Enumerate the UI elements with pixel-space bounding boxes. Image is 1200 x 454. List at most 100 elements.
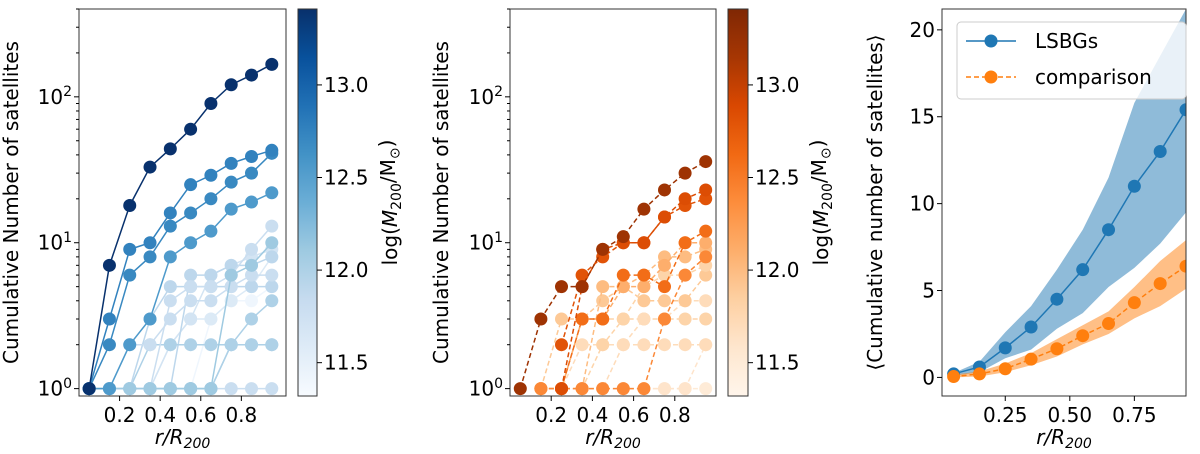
legend-label: comparison [1035, 65, 1152, 89]
data-point [637, 382, 651, 396]
data-point [555, 338, 568, 352]
data-point [245, 268, 258, 282]
data-point [102, 382, 116, 396]
data-point [265, 57, 279, 71]
series-line [953, 109, 1186, 375]
colorbar-label: log(M200/M⊙) [805, 140, 836, 266]
data-point [102, 258, 116, 272]
data-point [699, 155, 713, 169]
data-point [1102, 317, 1116, 331]
colorbar-tick-label: 12.5 [324, 166, 369, 190]
data-point [163, 250, 177, 264]
data-point [163, 142, 177, 156]
data-point [184, 280, 198, 294]
data-point [224, 78, 238, 92]
data-point [1153, 144, 1167, 158]
panel-comparison-satellites: 0.2 0.4 0.6 0.8 100 101 102 r/R200 Cumulative Nu… [429, 8, 836, 452]
data-point [637, 202, 651, 216]
band-comparison [953, 240, 1186, 378]
data-point [245, 382, 258, 396]
data-point [699, 268, 713, 282]
data-point [637, 312, 651, 326]
data-point [658, 312, 671, 326]
data-point [245, 68, 258, 82]
data-point [658, 382, 671, 396]
series-mass-11.8 [82, 219, 279, 396]
data-point [143, 382, 157, 396]
data-point [637, 294, 651, 308]
legend: LSBGs comparison [956, 21, 1187, 100]
data-point [678, 268, 692, 282]
plot-area [513, 155, 713, 396]
data-point [658, 338, 671, 352]
data-point [513, 382, 527, 396]
data-point [123, 242, 137, 256]
data-point [184, 382, 198, 396]
data-point [204, 294, 218, 308]
data-point [265, 280, 279, 294]
colorbar-tick-label: 12.0 [755, 258, 800, 282]
data-point [699, 312, 713, 326]
data-point [102, 312, 116, 326]
data-point [637, 338, 651, 352]
x-tick-label: 0.4 [576, 403, 608, 427]
series-line [88, 149, 273, 389]
x-axis-label: r/R200 [585, 425, 641, 452]
data-point [245, 258, 258, 272]
data-point [204, 382, 218, 396]
data-point [998, 362, 1012, 376]
y-tick-label: 5 [922, 279, 935, 303]
series-line [88, 63, 273, 389]
series-line [953, 265, 1186, 378]
x-tick-label: 0.50 [1048, 403, 1093, 427]
y-tick-label: 20 [910, 18, 935, 42]
data-point [204, 280, 218, 294]
y-tick-label: 102 [469, 84, 503, 109]
data-point [143, 236, 157, 250]
data-point [224, 175, 238, 189]
data-point [1127, 179, 1141, 193]
colorbar [297, 8, 318, 397]
data-point [245, 338, 258, 352]
series-line [89, 192, 273, 390]
data-point [184, 312, 198, 326]
data-point [658, 183, 671, 197]
panel-mean-cumulative: 0.25 0.50 0.75 0 5 10 15 20 r/R200 ⟨Cumulative nu… [863, 8, 1187, 452]
data-point [1127, 296, 1141, 310]
legend-marker [984, 70, 998, 84]
legend-entry-comparison: comparison [966, 65, 1152, 89]
data-point [102, 338, 116, 352]
data-point [1102, 223, 1116, 237]
data-point [265, 338, 279, 352]
colorbar-tick-label: 11.5 [755, 351, 800, 375]
data-point [637, 236, 651, 250]
legend-entry-LSBGs: LSBGs [966, 29, 1098, 53]
data-point [616, 382, 630, 396]
data-point [224, 268, 238, 282]
x-tick-label: 0.2 [104, 403, 136, 427]
data-point [143, 312, 157, 326]
data-point [678, 382, 692, 396]
data-point [947, 370, 961, 384]
data-point [616, 280, 630, 294]
data-point [678, 294, 692, 308]
data-point [143, 338, 157, 352]
series-line [540, 318, 706, 390]
series-mass-12.4 [534, 250, 713, 396]
x-tick-label: 0.8 [659, 403, 691, 427]
legend-label: LSBGs [1035, 29, 1098, 53]
data-point [616, 230, 630, 244]
data-point [616, 338, 630, 352]
data-point [575, 382, 589, 396]
panel-lsbg-satellites: 0.2 0.4 0.6 0.8 100 101 102 r/R200 Cumulative Nu… [0, 8, 405, 452]
data-point [163, 219, 177, 233]
data-point [658, 210, 671, 224]
data-point [184, 294, 198, 308]
data-point [678, 312, 692, 326]
data-point [1024, 352, 1038, 366]
data-point [224, 156, 238, 170]
series-mass-13.4 [82, 57, 279, 396]
y-axis-label: Cumulative Number of satellites [429, 41, 453, 364]
data-point [82, 382, 96, 396]
